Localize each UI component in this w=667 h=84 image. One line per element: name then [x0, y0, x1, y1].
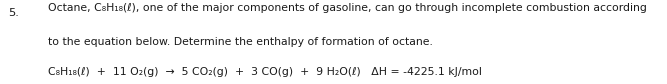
Text: to the equation below. Determine the enthalpy of formation of octane.: to the equation below. Determine the ent… — [48, 37, 433, 47]
Text: C₈H₁₈(ℓ)  +  11 O₂(g)  →  5 CO₂(g)  +  3 CO(g)  +  9 H₂O(ℓ)   ΔH = -4225.1 kJ/mo: C₈H₁₈(ℓ) + 11 O₂(g) → 5 CO₂(g) + 3 CO(g)… — [48, 67, 482, 77]
Text: 5.: 5. — [8, 8, 19, 18]
Text: Octane, C₈H₁₈(ℓ), one of the major components of gasoline, can go through incomp: Octane, C₈H₁₈(ℓ), one of the major compo… — [48, 3, 647, 13]
